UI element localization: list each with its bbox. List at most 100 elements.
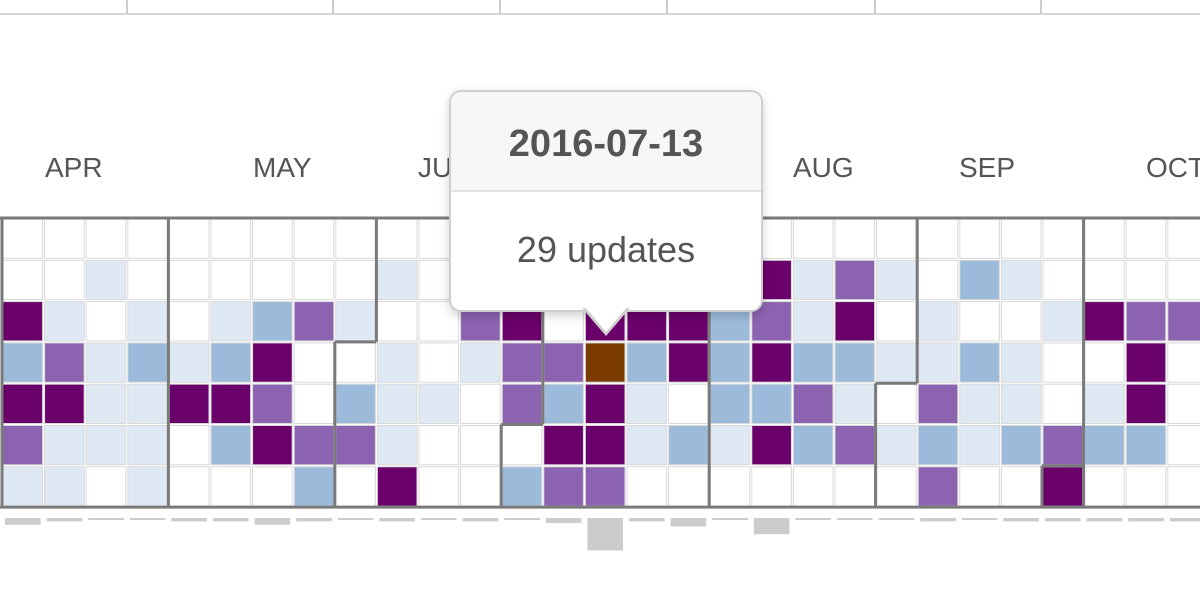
day-cell xyxy=(44,383,85,425)
day-cell xyxy=(876,466,917,507)
day-cell xyxy=(1084,466,1125,507)
day-cell xyxy=(501,383,543,425)
day-cell xyxy=(168,425,210,466)
day-cell xyxy=(1000,383,1042,425)
day-cell xyxy=(668,466,709,507)
month-label-aug: AUG xyxy=(793,152,854,183)
day-cell xyxy=(876,218,917,259)
day-cell xyxy=(2,218,44,259)
day-cell xyxy=(127,425,168,466)
day-cell xyxy=(584,466,626,507)
day-cell xyxy=(668,383,709,425)
day-cell xyxy=(1042,425,1084,466)
day-cell xyxy=(917,466,959,507)
day-cell xyxy=(2,301,44,342)
tooltip-date: 2016-07-13 xyxy=(451,92,761,192)
month-label-may: MAY xyxy=(253,152,312,183)
day-cell xyxy=(2,383,44,425)
day-cell xyxy=(168,383,210,425)
day-cell xyxy=(85,218,127,259)
day-cell xyxy=(917,342,959,383)
day-cell xyxy=(626,466,668,507)
weekly-total-bar xyxy=(337,518,374,520)
day-cell xyxy=(834,218,876,259)
tooltip-arrow xyxy=(584,306,628,332)
day-cell xyxy=(293,425,335,466)
day-cell xyxy=(460,342,501,383)
day-cell xyxy=(917,383,959,425)
day-cell xyxy=(127,466,168,507)
day-cell xyxy=(252,383,293,425)
day-cell xyxy=(792,342,834,383)
day-cell xyxy=(584,383,626,425)
day-cell xyxy=(418,466,460,507)
day-cell xyxy=(834,425,876,466)
day-cell xyxy=(626,342,668,383)
day-cell xyxy=(168,218,210,259)
day-cell xyxy=(1000,218,1042,259)
day-cell xyxy=(959,342,1000,383)
day-cell xyxy=(85,466,127,507)
day-cell xyxy=(1167,342,1200,383)
day-cell xyxy=(792,301,834,342)
day-cell xyxy=(210,342,252,383)
day-cell xyxy=(917,259,959,301)
weekly-total-bar xyxy=(1003,518,1039,522)
day-cell xyxy=(1084,383,1125,425)
day-cell xyxy=(751,466,792,507)
day-cell xyxy=(959,425,1000,466)
day-cell xyxy=(85,425,127,466)
weekly-total-bar xyxy=(46,518,83,522)
weekly-total-bar xyxy=(296,518,332,522)
day-cell xyxy=(1042,218,1084,259)
day-cell xyxy=(1167,259,1200,301)
day-cell xyxy=(44,301,85,342)
weekly-total-bar xyxy=(129,518,166,520)
day-cell xyxy=(792,383,834,425)
day-cell xyxy=(709,425,751,466)
weekly-total-bar xyxy=(587,518,623,551)
day-cell xyxy=(668,342,709,383)
day-cell xyxy=(376,383,418,425)
day-cell xyxy=(2,466,44,507)
day-cell xyxy=(376,425,418,466)
day-cell xyxy=(834,466,876,507)
weekly-total-bar xyxy=(753,518,790,535)
day-cell xyxy=(376,342,418,383)
day-cell xyxy=(252,466,293,507)
weekly-total-bar xyxy=(504,518,540,520)
day-cell xyxy=(85,259,127,301)
day-cell xyxy=(252,425,293,466)
day-cell xyxy=(834,301,876,342)
weekly-total-bar xyxy=(88,518,124,520)
day-cell xyxy=(876,383,917,425)
day-cell xyxy=(44,218,85,259)
day-cell xyxy=(1125,466,1167,507)
day-cell xyxy=(168,466,210,507)
day-cell xyxy=(85,342,127,383)
weekly-total-bar xyxy=(629,518,665,522)
day-cell xyxy=(834,342,876,383)
day-cell xyxy=(626,383,668,425)
month-label-apr: APR xyxy=(45,152,103,183)
month-label-sep: SEP xyxy=(959,152,1016,183)
tooltip-count: 29 updates xyxy=(516,229,696,270)
weekly-total-bar xyxy=(545,518,582,524)
day-cell xyxy=(1084,342,1125,383)
day-cell xyxy=(792,466,834,507)
day-cell xyxy=(709,342,751,383)
day-cell xyxy=(168,301,210,342)
weekly-total-bar xyxy=(421,518,457,520)
day-cell xyxy=(876,342,917,383)
day-cell xyxy=(293,259,335,301)
day-cell xyxy=(543,383,584,425)
day-cell xyxy=(834,383,876,425)
month-label-oct: OCT xyxy=(1146,152,1200,183)
day-cell xyxy=(376,259,418,301)
day-cell xyxy=(335,301,376,342)
day-cell xyxy=(2,259,44,301)
day-cell xyxy=(293,466,335,507)
day-cell xyxy=(293,218,335,259)
day-cell xyxy=(210,383,252,425)
day-cell-selected xyxy=(584,342,626,383)
